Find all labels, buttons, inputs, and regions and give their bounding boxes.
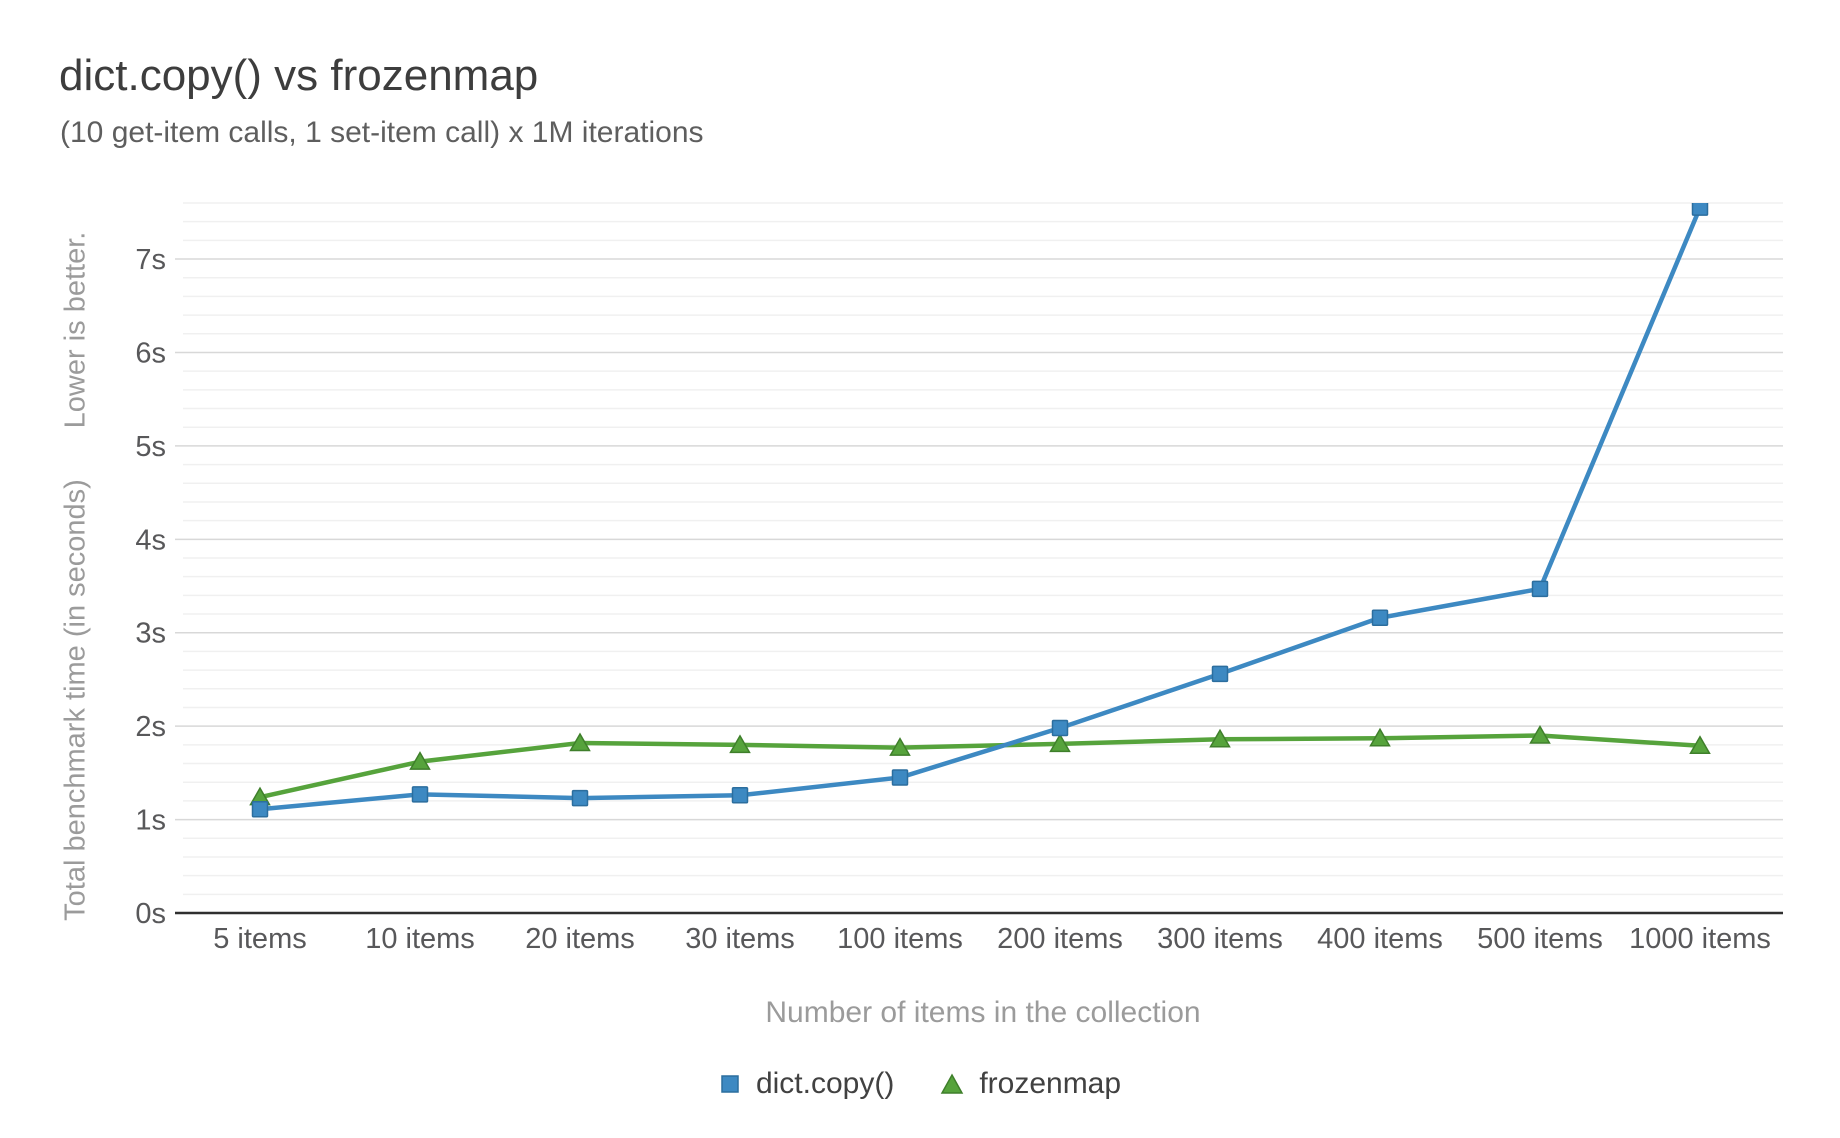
triangle-marker [729, 734, 751, 754]
y-tick-label: 7s [135, 244, 166, 276]
y-tick-label: 2s [135, 711, 166, 743]
series-line-dict.copy() [259, 206, 1703, 812]
x-tick-label: 200 items [997, 923, 1123, 955]
x-tick-label: 400 items [1317, 923, 1443, 955]
square-marker [1211, 665, 1229, 683]
series-line-frozenmap [259, 733, 1701, 800]
x-tick-label: 1000 items [1629, 923, 1771, 955]
square-marker-icon [721, 1075, 739, 1093]
y-tick-label: 1s [135, 805, 166, 837]
chart-subtitle: (10 get-item calls, 1 set-item call) x 1… [60, 116, 704, 149]
x-tick-label: 300 items [1157, 923, 1283, 955]
triangle-marker [1209, 728, 1231, 748]
legend-label-dict-copy: dict.copy() [755, 1067, 895, 1100]
square-marker [1051, 719, 1069, 737]
square-marker [411, 786, 429, 803]
square-marker [1371, 609, 1389, 627]
chart-title: dict.copy() vs frozenmap [59, 51, 539, 100]
square-marker [731, 787, 749, 804]
square-marker [251, 801, 269, 818]
triangle-marker [889, 737, 911, 756]
legend-item-frozenmap: frozenmap [940, 1067, 1121, 1101]
legend-label-frozenmap: frozenmap [979, 1067, 1122, 1100]
y-tick-label: 4s [135, 524, 166, 556]
triangle-marker-icon [941, 1073, 964, 1094]
square-marker [1531, 580, 1549, 598]
triangle-marker [1049, 733, 1071, 753]
square-marker [571, 789, 589, 807]
x-axis-title: Number of items in the collection [765, 996, 1201, 1029]
triangle-marker [1689, 735, 1711, 755]
y-tick-label: 3s [135, 618, 166, 650]
y-tick-label: 0s [135, 898, 166, 930]
x-tick-label: 100 items [837, 923, 963, 955]
x-tick-label: 5 items [213, 923, 306, 955]
square-marker [1691, 203, 1709, 216]
x-tick-label: 20 items [525, 923, 635, 955]
x-tick-label: 500 items [1477, 923, 1603, 955]
legend-item-dict-copy: dict.copy() [719, 1067, 894, 1101]
y-tick-label: 6s [135, 337, 166, 369]
triangle-marker [569, 732, 591, 752]
triangle-marker [409, 751, 431, 770]
chart-legend: dict.copy() frozenmap [0, 1060, 1840, 1108]
y-tick-label: 5s [135, 431, 166, 463]
x-tick-label: 10 items [365, 923, 475, 955]
triangle-marker [1369, 727, 1391, 747]
triangle-marker [1529, 724, 1551, 744]
x-tick-label: 30 items [685, 923, 795, 955]
square-marker [891, 769, 909, 786]
